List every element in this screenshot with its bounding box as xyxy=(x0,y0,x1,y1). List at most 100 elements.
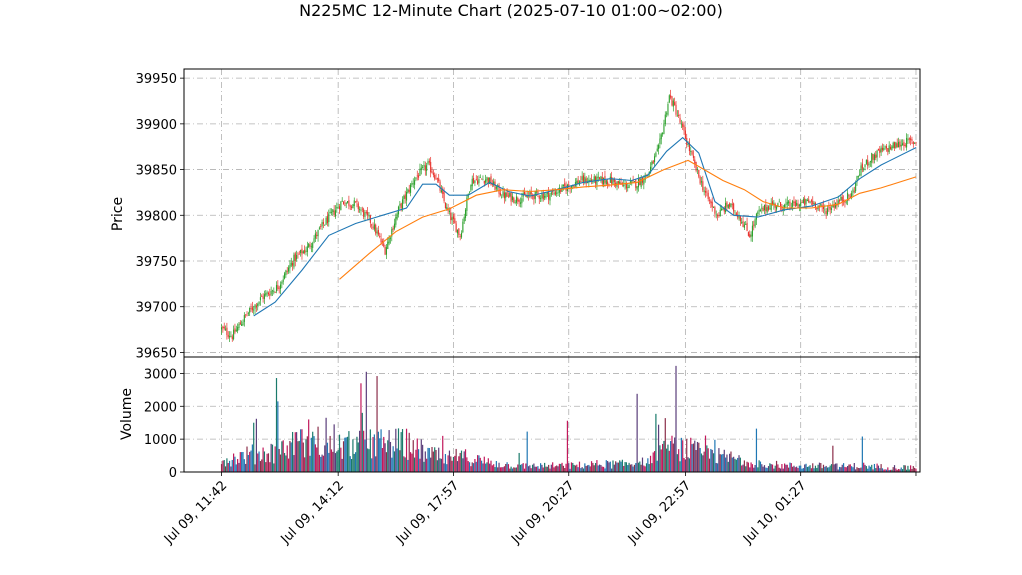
volume-bar xyxy=(241,452,243,472)
volume-bar xyxy=(899,469,901,472)
candle-body xyxy=(726,202,728,207)
volume-bar xyxy=(849,464,851,472)
volume-bar xyxy=(294,432,296,472)
volume-bar xyxy=(833,464,835,472)
volume-bar xyxy=(585,465,587,472)
volume-bar xyxy=(395,428,397,472)
volume-bar xyxy=(404,457,406,472)
candle-body xyxy=(541,194,543,199)
volume-bar xyxy=(889,469,892,472)
volume-bar xyxy=(326,442,329,472)
candle-body xyxy=(852,189,854,194)
volume-bar xyxy=(836,463,838,472)
candle-body xyxy=(771,201,774,206)
volume-bar xyxy=(711,449,713,472)
volume-bar xyxy=(577,467,579,472)
volume-bar xyxy=(322,455,325,472)
candle-body xyxy=(910,138,912,140)
volume-bar xyxy=(493,464,495,472)
volume-bar xyxy=(723,449,725,472)
candle-body xyxy=(623,185,625,186)
candle-body xyxy=(485,179,487,183)
volume-bar xyxy=(427,447,429,472)
candle-body xyxy=(436,178,438,180)
volume-bar xyxy=(857,467,859,472)
volume-bar xyxy=(596,460,598,472)
candle-body xyxy=(345,202,347,205)
x-axis: Jul 09, 11:42 Jul 09, 14:12 Jul 09, 17:57 J… xyxy=(161,472,917,548)
candle-body xyxy=(767,206,770,211)
candle-body xyxy=(762,207,764,212)
volume-tick-label: 2000 xyxy=(144,400,177,415)
candle-body xyxy=(749,234,751,238)
volume-bar xyxy=(237,459,239,472)
volume-bar xyxy=(820,462,822,472)
volume-bar xyxy=(270,443,272,472)
candle-body xyxy=(883,148,885,151)
candle-body xyxy=(603,177,605,185)
volume-bar xyxy=(576,464,578,472)
volume-bar xyxy=(750,462,752,472)
volume-bar xyxy=(672,443,674,472)
volume-bar xyxy=(896,469,898,472)
candle-body xyxy=(566,184,568,192)
volume-bar xyxy=(230,466,232,472)
volume-bar xyxy=(442,435,444,472)
candle-body xyxy=(243,315,245,322)
candle-body xyxy=(679,117,681,123)
candle-body xyxy=(859,174,861,176)
candle-body xyxy=(750,234,752,237)
volume-bar xyxy=(375,456,377,472)
candle-body xyxy=(871,153,873,163)
volume-bar xyxy=(629,464,632,472)
price-tick-label: 39750 xyxy=(136,255,177,270)
candle-body xyxy=(806,200,808,202)
candle-body xyxy=(481,178,483,180)
volume-bar xyxy=(763,465,766,472)
volume-bar xyxy=(789,462,791,472)
candle-body xyxy=(297,253,299,255)
candle-body xyxy=(837,200,839,205)
volume-bar xyxy=(739,457,741,472)
volume-bar xyxy=(872,469,874,472)
volume-bar xyxy=(408,432,410,472)
candle-body xyxy=(375,224,377,234)
candle-body xyxy=(466,197,468,211)
volume-bar xyxy=(652,452,654,472)
candle-body xyxy=(796,202,798,206)
volume-bar xyxy=(418,449,420,472)
volume-bar xyxy=(537,466,539,472)
candle-body xyxy=(359,208,361,210)
candle-body xyxy=(671,96,673,106)
volume-bar xyxy=(844,466,846,472)
volume-bar xyxy=(383,436,385,472)
volume-bar xyxy=(569,468,571,472)
volume-bar xyxy=(880,464,882,472)
candle-body xyxy=(510,192,512,202)
volume-bar xyxy=(479,457,481,472)
price-tick-label: 39650 xyxy=(136,346,177,361)
candle-body xyxy=(233,329,235,340)
volume-bar xyxy=(578,461,581,472)
candle-body xyxy=(455,223,457,233)
candle-body xyxy=(821,205,823,207)
candle-body xyxy=(278,287,280,289)
candle-body xyxy=(607,181,609,185)
volume-bar xyxy=(538,468,540,472)
candle-body xyxy=(662,133,664,135)
volume-bar xyxy=(291,431,294,472)
candle-body xyxy=(499,193,501,196)
volume-bar xyxy=(589,466,591,472)
volume-bar xyxy=(725,457,727,472)
volume-bar xyxy=(530,468,532,472)
volume-bar xyxy=(306,436,308,472)
candle-body xyxy=(687,143,689,145)
volume-bar xyxy=(226,458,228,472)
volume-bar xyxy=(700,453,703,472)
volume-bar xyxy=(720,454,723,472)
volume-bar xyxy=(620,461,622,472)
candle-body xyxy=(275,285,278,292)
volume-bar xyxy=(762,466,764,472)
volume-bar xyxy=(535,466,538,472)
volume-bar xyxy=(415,449,417,472)
